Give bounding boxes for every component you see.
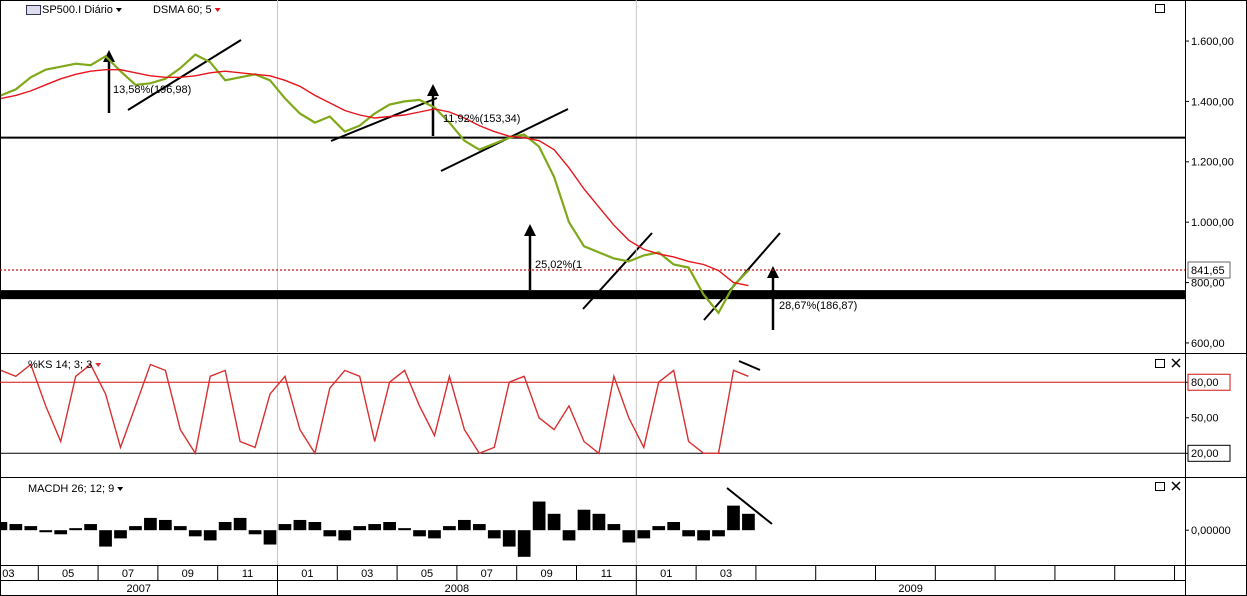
legend-entry: %KS 14; 3; 3: [28, 359, 92, 371]
legend-dropdown: [95, 363, 102, 367]
cfd-icon: [26, 5, 41, 15]
histogram-bar: [263, 530, 277, 545]
histogram-bar: [54, 530, 68, 535]
annotation: 11,92%(153,34): [443, 113, 520, 125]
x-tick-label: 01: [660, 568, 672, 580]
x-tick-label: 11: [601, 568, 612, 580]
year-label: 2008: [445, 583, 469, 595]
histogram-bar: [727, 505, 740, 531]
x-tick-label: 03: [2, 568, 14, 580]
histogram-bar: [547, 513, 561, 531]
histogram-bar: [697, 530, 710, 541]
y-tick-label: 50,00: [1191, 413, 1219, 425]
histogram-bar: [338, 530, 352, 541]
x-tick-label: 03: [720, 568, 732, 580]
histogram-bar: [203, 530, 217, 541]
legend-dropdown: [115, 8, 122, 12]
year-label: 2007: [127, 583, 151, 595]
series-line: [0, 69, 749, 287]
x-tick-label: 05: [62, 568, 74, 580]
histogram-bar: [622, 530, 636, 543]
histogram-bar: [383, 522, 396, 531]
histogram-bar: [712, 530, 725, 537]
histogram-bar: [517, 530, 531, 557]
x-tick-label: 01: [301, 568, 313, 580]
y-tick-label: 1.400,00: [1191, 96, 1234, 108]
histogram-bar: [84, 524, 97, 531]
legend-dropdown: [214, 8, 221, 12]
last-value-label: 841,65: [1191, 265, 1225, 277]
histogram-bar: [233, 517, 247, 531]
histogram-bar: [248, 530, 262, 535]
histogram-bar: [69, 528, 83, 531]
y-tick-label: 0,00000: [1191, 525, 1231, 537]
histogram-bar: [24, 526, 38, 531]
histogram-bar: [353, 526, 367, 531]
histogram-bar: [173, 526, 187, 531]
histogram-bar: [398, 528, 411, 531]
y-tick-label: 800,00: [1191, 277, 1225, 289]
annotation: 13,58%(196,98): [113, 84, 191, 96]
x-tick-label: 07: [481, 568, 493, 580]
histogram-bar: [443, 526, 456, 531]
x-tick-label: 03: [361, 568, 373, 580]
histogram-bar: [368, 524, 382, 531]
histogram-bar: [99, 530, 112, 547]
legend-entry: SP500.I Diário: [42, 4, 113, 16]
histogram-bar: [308, 522, 322, 531]
histogram-bar: [472, 524, 486, 531]
x-tick-label: 07: [122, 568, 134, 580]
histogram-bar: [0, 522, 8, 531]
year-label: 2009: [898, 583, 922, 595]
histogram-bar: [487, 530, 501, 539]
histogram-bar: [577, 509, 591, 531]
y-tick-box: [1187, 373, 1231, 391]
legend-entry: DSMA 60; 5: [153, 4, 212, 16]
y-tick-label: 1.600,00: [1191, 36, 1234, 48]
x-tick-label: 09: [540, 568, 552, 580]
histogram-bar: [532, 501, 546, 531]
legend-entry: MACDH 26; 12; 9: [28, 483, 114, 495]
histogram-bar: [562, 530, 576, 541]
last-value-box: [1187, 261, 1231, 279]
annotation: 28,67%(186,87): [779, 300, 857, 312]
y-tick-label: 1.000,00: [1191, 217, 1234, 229]
y-tick-box: [1187, 444, 1231, 462]
y-tick-label: 1.200,00: [1191, 157, 1234, 169]
window-icons[interactable]: [1155, 4, 1181, 491]
histogram-bar: [144, 517, 157, 531]
histogram-bar: [652, 526, 666, 531]
histogram-bar: [502, 530, 516, 547]
histogram-bar: [607, 524, 621, 531]
histogram-bar: [278, 524, 292, 531]
histogram-bar: [188, 530, 202, 537]
x-tick-label: 09: [182, 568, 194, 580]
histogram-bar: [458, 519, 471, 531]
histogram-bar: [637, 530, 651, 539]
histogram-bar: [667, 522, 681, 531]
legend-dropdown: [117, 487, 124, 491]
histogram-bar: [323, 530, 337, 537]
histogram-bar: [742, 513, 755, 531]
histogram-bar: [129, 526, 142, 531]
histogram-bar: [114, 530, 127, 539]
histogram-bar: [218, 522, 232, 531]
histogram-bar: [413, 530, 426, 537]
histogram-bar: [159, 519, 172, 531]
histogram-bar: [9, 524, 23, 531]
histogram-bar: [682, 530, 695, 537]
annotation: 25,02%(1: [535, 259, 582, 271]
y-tick-label: 20,00: [1191, 448, 1219, 460]
histogram-bar: [39, 530, 53, 533]
histogram-bar: [592, 513, 606, 531]
histogram-bar: [293, 519, 307, 531]
x-tick-label: 11: [242, 568, 253, 580]
y-tick-label: 80,00: [1191, 377, 1219, 389]
series-line: [0, 53, 750, 315]
series-line: [0, 363, 749, 456]
x-tick-label: 05: [421, 568, 433, 580]
histogram-bar: [428, 530, 441, 539]
y-tick-label: 600,00: [1191, 338, 1225, 350]
